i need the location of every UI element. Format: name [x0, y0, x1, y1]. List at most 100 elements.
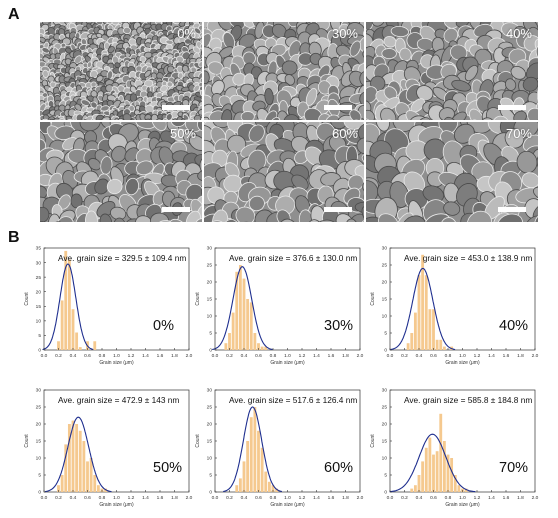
histogram-bar — [250, 302, 253, 350]
x-tick-label: 1.0 — [113, 353, 120, 359]
histogram-bar — [235, 485, 238, 492]
x-tick-label: 0.4 — [241, 353, 248, 359]
plot-frame — [215, 390, 360, 492]
histogram-bar — [79, 347, 82, 350]
sem-image-grid: 0% 30% 40% 50% 60% 70% — [40, 22, 544, 222]
x-tick-label: 2.0 — [532, 495, 539, 501]
histogram-bar — [418, 475, 421, 492]
histogram-bar — [261, 448, 264, 492]
x-tick-label: 1.2 — [474, 495, 481, 501]
y-tick-label: 0 — [384, 348, 387, 354]
histogram-bar — [410, 489, 413, 492]
x-tick-label: 0.6 — [255, 495, 262, 501]
y-tick-label: 30 — [36, 388, 42, 394]
x-tick-label: 1.6 — [157, 353, 164, 359]
composition-label: 60% — [324, 460, 353, 476]
x-tick-label: 1.4 — [142, 495, 149, 501]
sem-label: 40% — [506, 26, 532, 41]
y-tick-label: 20 — [36, 422, 42, 428]
x-tick-label: 1.0 — [459, 353, 466, 359]
histogram-bar — [268, 482, 271, 492]
y-tick-label: 10 — [207, 314, 213, 320]
average-grain-size-annotation: Ave. grain size = 585.8 ± 184.8 nm — [404, 395, 532, 405]
panel-label-a: A — [8, 6, 20, 24]
histogram-bar — [443, 441, 446, 492]
x-tick-label: 2.0 — [357, 353, 364, 359]
histogram-bar — [414, 485, 417, 492]
y-tick-label: 30 — [207, 246, 213, 252]
sem-label: 60% — [332, 126, 358, 141]
y-tick-label: 0 — [38, 348, 41, 354]
average-grain-size-annotation: Ave. grain size = 517.6 ± 126.4 nm — [229, 395, 357, 405]
histogram-bar — [246, 299, 249, 350]
histogram-bar — [79, 431, 82, 492]
x-tick-label: 0.6 — [84, 353, 91, 359]
x-tick-label: 1.4 — [313, 353, 320, 359]
y-tick-label: 20 — [382, 280, 388, 286]
histogram-bar — [410, 333, 413, 350]
y-tick-label: 20 — [207, 280, 213, 286]
scale-bar — [498, 207, 526, 212]
x-tick-label: 0.2 — [55, 353, 62, 359]
scale-bar — [162, 105, 190, 110]
x-tick-label: 1.2 — [128, 495, 135, 501]
y-tick-label: 10 — [207, 456, 213, 462]
y-tick-label: 15 — [382, 439, 388, 445]
y-tick-label: 5 — [38, 473, 41, 479]
x-tick-label: 0.8 — [99, 495, 106, 501]
composition-label: 40% — [499, 318, 528, 334]
x-tick-label: 0.8 — [270, 353, 277, 359]
sem-image-70: 70% — [366, 122, 538, 222]
x-tick-label: 0.0 — [212, 353, 219, 359]
average-grain-size-annotation: Ave. grain size = 329.5 ± 109.4 nm — [58, 253, 186, 263]
gaussian-fit-line — [45, 417, 111, 491]
histogram-bar — [439, 340, 442, 350]
histogram-bar — [443, 347, 446, 350]
x-tick-label: 1.2 — [299, 353, 306, 359]
x-tick-label: 2.0 — [186, 353, 193, 359]
y-tick-label: 25 — [207, 405, 213, 411]
x-tick-label: 2.0 — [357, 495, 364, 501]
x-tick-label: 1.4 — [313, 495, 320, 501]
x-tick-label: 0.2 — [401, 353, 408, 359]
y-tick-label: 0 — [209, 348, 212, 354]
histogram-bar — [239, 478, 242, 492]
x-tick-label: 1.4 — [488, 353, 495, 359]
composition-label: 30% — [324, 318, 353, 334]
x-axis-label: Grain size (μm) — [445, 502, 480, 508]
x-tick-label: 1.6 — [328, 353, 335, 359]
x-tick-label: 1.0 — [459, 495, 466, 501]
x-tick-label: 0.0 — [41, 495, 48, 501]
x-tick-label: 1.6 — [328, 495, 335, 501]
histogram-bar — [418, 275, 421, 350]
x-tick-label: 0.4 — [241, 495, 248, 501]
y-axis-label: Count — [370, 292, 376, 306]
histogram-bar — [253, 407, 256, 492]
histogram-bar — [407, 343, 410, 350]
histogram-bar — [428, 309, 431, 350]
x-axis-label: Grain size (μm) — [270, 360, 305, 366]
y-tick-label: 5 — [209, 473, 212, 479]
y-tick-label: 10 — [382, 456, 388, 462]
histogram-bar — [72, 309, 75, 350]
y-tick-label: 10 — [382, 314, 388, 320]
histogram-bar — [421, 461, 424, 492]
x-tick-label: 0.4 — [70, 495, 77, 501]
y-tick-label: 30 — [382, 246, 388, 252]
x-tick-label: 0.2 — [401, 495, 408, 501]
histogram-bar — [68, 260, 71, 350]
histogram-bar — [75, 333, 78, 350]
x-tick-label: 1.2 — [474, 353, 481, 359]
sem-image-30: 30% — [204, 22, 364, 120]
y-tick-label: 30 — [36, 260, 42, 266]
x-tick-label: 1.8 — [171, 353, 178, 359]
y-tick-label: 20 — [207, 422, 213, 428]
y-tick-label: 30 — [382, 388, 388, 394]
y-tick-label: 15 — [36, 439, 42, 445]
y-tick-label: 30 — [207, 388, 213, 394]
average-grain-size-annotation: Ave. grain size = 453.0 ± 138.9 nm — [404, 253, 532, 263]
histogram-bar — [257, 431, 260, 492]
y-tick-label: 20 — [36, 289, 42, 295]
